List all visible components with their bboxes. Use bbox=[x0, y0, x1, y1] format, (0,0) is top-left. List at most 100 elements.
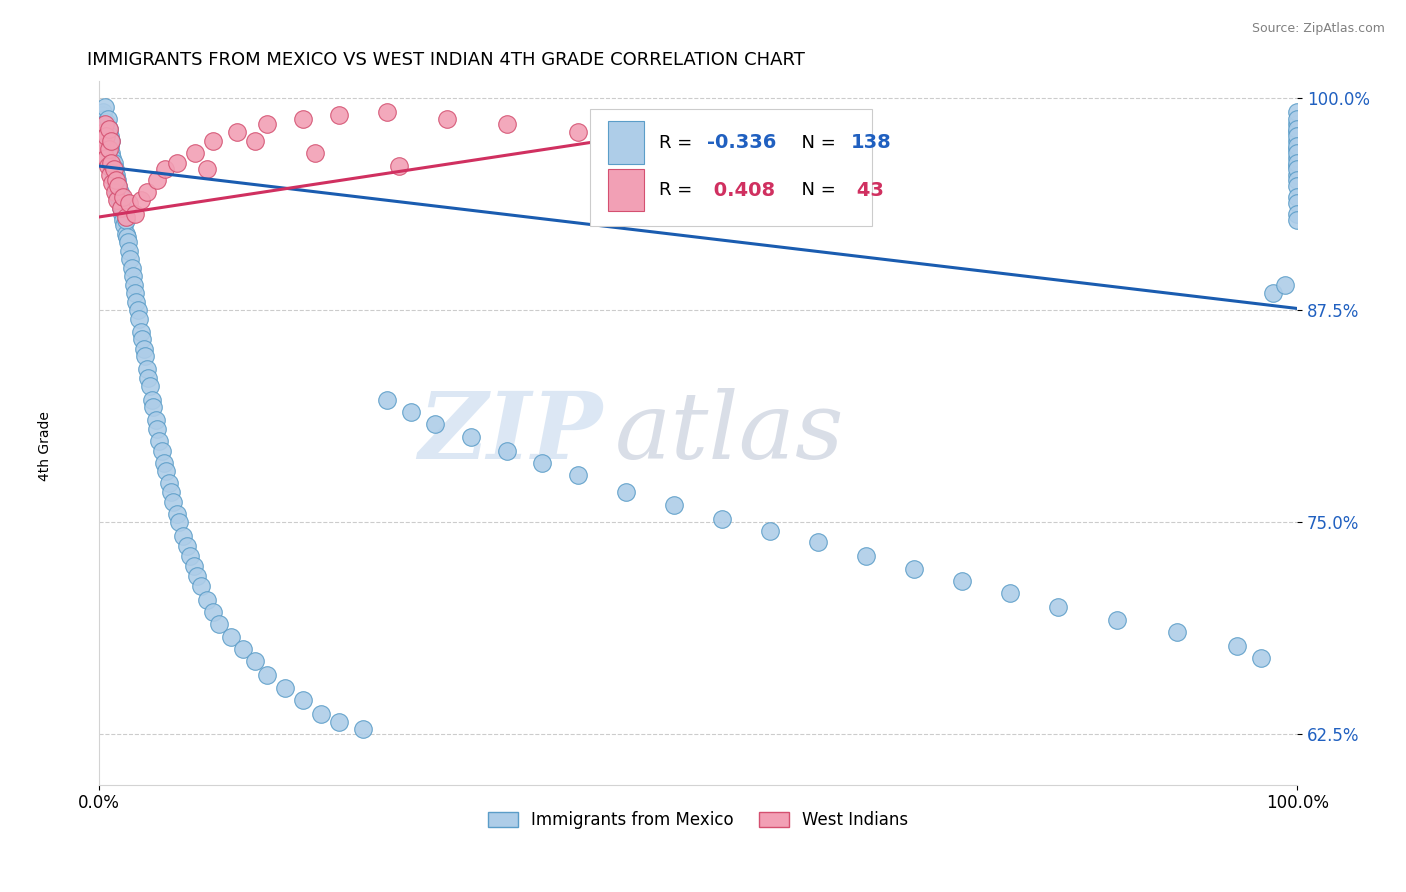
Point bbox=[115, 230, 138, 244]
Point bbox=[148, 434, 170, 448]
Point bbox=[112, 189, 135, 203]
Point bbox=[103, 162, 125, 177]
Point bbox=[375, 392, 398, 407]
Point bbox=[98, 138, 121, 153]
Point bbox=[108, 185, 131, 199]
Point bbox=[105, 185, 128, 199]
Point bbox=[169, 515, 191, 529]
Point bbox=[1286, 168, 1309, 182]
Point bbox=[243, 654, 266, 668]
Text: atlas: atlas bbox=[614, 388, 844, 478]
Point bbox=[531, 456, 554, 470]
Point bbox=[98, 128, 121, 143]
Point bbox=[100, 134, 122, 148]
Point bbox=[111, 206, 134, 220]
Text: -0.336: -0.336 bbox=[707, 133, 776, 152]
Point bbox=[124, 286, 146, 301]
Point bbox=[138, 379, 160, 393]
Point bbox=[153, 162, 176, 177]
Text: 0.408: 0.408 bbox=[707, 181, 775, 200]
Point bbox=[129, 193, 152, 207]
Point bbox=[1286, 145, 1309, 160]
Point bbox=[94, 100, 117, 114]
Point bbox=[256, 667, 278, 681]
Point bbox=[145, 172, 167, 186]
Point bbox=[91, 145, 114, 160]
Point bbox=[122, 277, 145, 292]
Point bbox=[1286, 196, 1309, 211]
Point bbox=[128, 311, 150, 326]
Point bbox=[120, 252, 142, 267]
Point bbox=[97, 159, 120, 173]
Point bbox=[903, 562, 925, 576]
Point bbox=[112, 202, 135, 216]
Text: R =: R = bbox=[658, 181, 697, 200]
Point bbox=[129, 325, 152, 339]
Point bbox=[186, 569, 208, 583]
Point bbox=[1286, 189, 1309, 203]
Point bbox=[127, 303, 149, 318]
Point bbox=[328, 108, 350, 122]
Point bbox=[759, 524, 782, 538]
FancyBboxPatch shape bbox=[591, 110, 872, 226]
Point bbox=[134, 349, 156, 363]
Point bbox=[131, 332, 153, 346]
Point bbox=[1226, 639, 1249, 653]
Point bbox=[93, 125, 115, 139]
Point bbox=[94, 117, 117, 131]
Point bbox=[1286, 142, 1309, 156]
Point bbox=[1286, 179, 1309, 194]
Point bbox=[614, 484, 637, 499]
Point bbox=[150, 443, 173, 458]
Point bbox=[304, 145, 326, 160]
Point bbox=[97, 121, 120, 136]
Point bbox=[1046, 599, 1069, 614]
Text: IMMIGRANTS FROM MEXICO VS WEST INDIAN 4TH GRADE CORRELATION CHART: IMMIGRANTS FROM MEXICO VS WEST INDIAN 4T… bbox=[87, 51, 806, 69]
Point bbox=[105, 172, 128, 186]
Point bbox=[160, 484, 183, 499]
Point bbox=[93, 125, 115, 139]
Point bbox=[157, 476, 180, 491]
Text: 4th Grade: 4th Grade bbox=[38, 411, 52, 481]
Point bbox=[90, 108, 112, 122]
Point bbox=[94, 134, 117, 148]
Point bbox=[96, 115, 118, 129]
Point bbox=[112, 219, 135, 233]
Point bbox=[90, 134, 112, 148]
Point bbox=[243, 134, 266, 148]
Point bbox=[110, 202, 132, 216]
Point bbox=[190, 579, 212, 593]
Point bbox=[125, 294, 148, 309]
Point bbox=[121, 260, 143, 275]
Point bbox=[183, 559, 205, 574]
Point bbox=[124, 206, 146, 220]
Point bbox=[274, 681, 297, 695]
Point bbox=[101, 151, 124, 165]
Point bbox=[1263, 286, 1285, 301]
Text: R =: R = bbox=[658, 134, 697, 152]
Point bbox=[104, 172, 127, 186]
Point bbox=[104, 172, 127, 186]
Point bbox=[1286, 172, 1309, 186]
Point bbox=[107, 189, 129, 203]
Point bbox=[97, 145, 120, 160]
Text: N =: N = bbox=[790, 134, 842, 152]
Point bbox=[1286, 121, 1309, 136]
Point bbox=[104, 185, 127, 199]
Point bbox=[100, 159, 122, 173]
Text: N =: N = bbox=[790, 181, 842, 200]
Point bbox=[352, 722, 374, 736]
Point bbox=[110, 189, 132, 203]
Point bbox=[104, 168, 127, 182]
Point bbox=[807, 535, 830, 549]
Point bbox=[98, 151, 121, 165]
Point bbox=[107, 179, 129, 194]
Point bbox=[91, 117, 114, 131]
Point bbox=[117, 235, 139, 250]
Point bbox=[1166, 625, 1188, 640]
Point bbox=[1250, 650, 1272, 665]
Point bbox=[208, 616, 231, 631]
Point bbox=[97, 112, 120, 126]
Point bbox=[567, 125, 589, 139]
Point bbox=[91, 104, 114, 119]
